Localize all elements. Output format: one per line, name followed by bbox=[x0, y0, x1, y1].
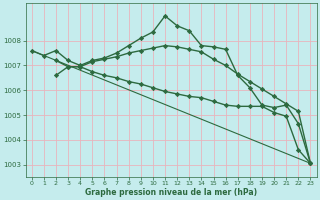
X-axis label: Graphe pression niveau de la mer (hPa): Graphe pression niveau de la mer (hPa) bbox=[85, 188, 257, 197]
